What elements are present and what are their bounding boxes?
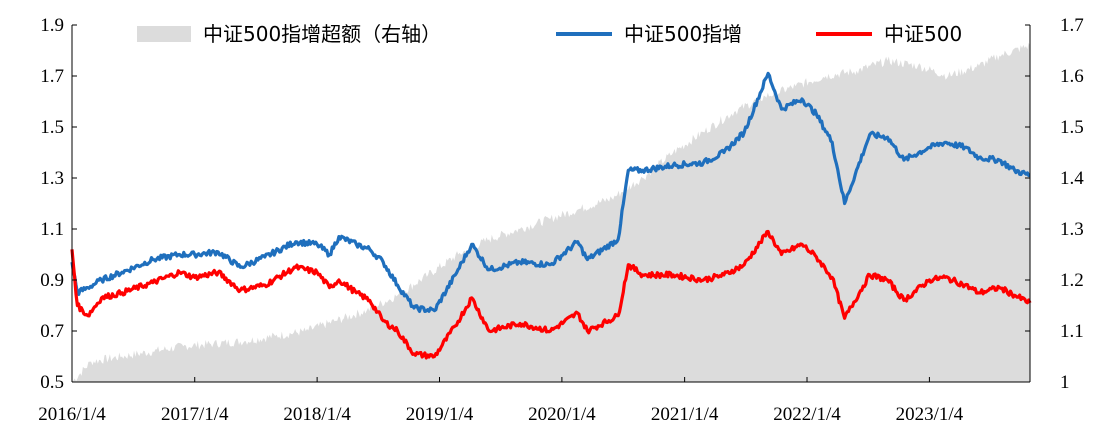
left-tick-label: 1.7 xyxy=(40,66,64,87)
left-tick-label: 1.3 xyxy=(40,168,64,189)
right-tick-label: 1.4 xyxy=(1060,168,1084,189)
series-line-csi500 xyxy=(70,229,1032,360)
legend-item-enhanced: 中证500指增 xyxy=(556,22,742,46)
legend-label-excess: 中证500指增超额（右轴） xyxy=(203,22,441,46)
x-tick-label: 2022/1/4 xyxy=(773,404,841,425)
line-layer xyxy=(70,71,1032,360)
legend-item-excess: 中证500指增超额（右轴） xyxy=(137,22,441,46)
axis-layer: 0.5 0.7 0.9 1.1 1.3 1.5 1.7 1.9 1 1.1 1.2 1.3 1.4 1.5… xyxy=(38,15,1084,425)
x-tick-label: 2023/1/4 xyxy=(896,404,964,425)
series-area-excess xyxy=(72,42,1030,382)
left-tick-label: 1.5 xyxy=(40,117,64,138)
legend-label-enhanced: 中证500指增 xyxy=(624,22,742,46)
x-tick-label: 2021/1/4 xyxy=(651,404,719,425)
x-tick-label: 2020/1/4 xyxy=(528,404,596,425)
excess-area-layer xyxy=(72,42,1030,382)
left-tick-label: 1.9 xyxy=(40,15,64,36)
legend-label-csi500: 中证500 xyxy=(884,22,962,46)
right-tick-label: 1 xyxy=(1060,372,1070,393)
left-tick-label: 0.7 xyxy=(40,321,64,342)
legend-swatch-excess xyxy=(137,26,191,42)
series-line-enhanced xyxy=(70,71,1031,313)
x-tick-label: 2019/1/4 xyxy=(406,404,474,425)
legend-item-csi500: 中证500 xyxy=(816,22,962,46)
right-tick-label: 1.2 xyxy=(1060,270,1084,291)
legend: 中证500指增超额（右轴） 中证500指增 中证500 xyxy=(137,22,962,46)
right-tick-label: 1.5 xyxy=(1060,117,1084,138)
left-tick-label: 0.9 xyxy=(40,270,64,291)
left-tick-label: 0.5 xyxy=(40,372,64,393)
x-tick-label: 2018/1/4 xyxy=(283,404,351,425)
right-tick-label: 1.6 xyxy=(1060,66,1084,87)
x-tick-label: 2016/1/4 xyxy=(38,404,106,425)
right-tick-label: 1.3 xyxy=(1060,219,1084,240)
x-tick-label: 2017/1/4 xyxy=(161,404,229,425)
right-tick-label: 1.7 xyxy=(1060,15,1084,36)
left-tick-label: 1.1 xyxy=(40,219,64,240)
right-tick-label: 1.1 xyxy=(1060,321,1084,342)
